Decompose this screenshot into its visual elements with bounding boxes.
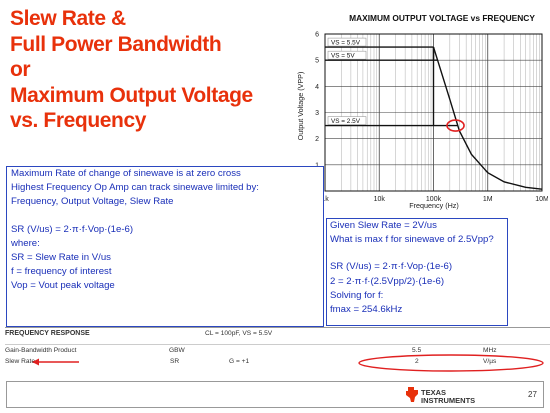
spec-conditions: CL = 100pF, VS = 5.5V — [205, 330, 273, 337]
chart-title: MAXIMUM OUTPUT VOLTAGE vs FREQUENCY — [349, 13, 535, 23]
spec-row-gbw: Gain-Bandwidth Product GBW 5.5 MHz — [5, 344, 550, 357]
box1-line: Highest Frequency Op Amp can track sinew… — [11, 182, 259, 194]
x-tick-label: 10M — [535, 196, 548, 203]
spec-symbol: SR — [170, 358, 180, 365]
title-line-4: Maximum Output Voltage — [10, 83, 253, 107]
ti-logo-icon — [406, 387, 418, 402]
chart-series — [325, 46, 543, 190]
y-tick-label: 5 — [315, 58, 319, 65]
spec-param: Slew Rate — [5, 358, 36, 365]
box2-line: What is max f for sinewave of 2.5Vpp? — [330, 234, 494, 246]
box1-line: SR = Slew Rate in V/us — [11, 252, 111, 264]
y-axis-label: Output Voltage (VPP) — [296, 72, 305, 141]
box1-line: Vop = Vout peak voltage — [11, 280, 115, 292]
title-line-5: vs. Frequency — [10, 109, 147, 132]
title-line-1: Slew Rate & — [10, 7, 126, 30]
slide-title: Slew Rate & Full Power Bandwidth or Maxi… — [10, 6, 295, 134]
brand-line-2: INSTRUMENTS — [421, 395, 476, 405]
fmax-example-box: Given Slew Rate = 2V/us What is max f fo… — [326, 218, 508, 326]
spec-symbol: GBW — [169, 347, 185, 354]
y-tick-label: 6 — [315, 32, 319, 39]
chart-legend: VS = 5.5V VS = 5V VS = 2.5V — [327, 37, 367, 125]
fmax-highlight-ellipse — [446, 119, 465, 132]
box2-line: Given Slew Rate = 2V/us — [330, 220, 437, 231]
box2-line: Solving for f: — [330, 289, 384, 301]
y-tick-label: 2 — [315, 136, 319, 143]
box1-spacer — [11, 210, 323, 223]
spec-highlight-overlay — [32, 354, 544, 372]
spec-typ: 5.5 — [412, 347, 422, 354]
brand-line-1: TEXAS — [421, 388, 447, 397]
spec-unit: MHz — [483, 347, 497, 354]
plot-frame — [324, 33, 543, 192]
series-label-box — [327, 37, 367, 47]
rolloff-curve — [432, 46, 543, 190]
slide-footer: TEXAS INSTRUMENTS 27 — [6, 381, 544, 408]
spec-row-slew-rate: Slew Rate SR G = +1 2 V/µs — [5, 357, 550, 369]
spec-typ: 2 — [415, 358, 419, 365]
box2-line: 2 = 2·π·f·(2.5Vpp/2)·(1e-6) — [330, 275, 445, 287]
ti-brand-text: TEXAS INSTRUMENTS — [421, 389, 475, 404]
spec-section-title: FREQUENCY RESPONSE — [5, 330, 90, 337]
spec-param: Gain-Bandwidth Product — [5, 347, 77, 354]
x-tick-labels: 1k 10k 100k 1M 10M — [321, 196, 548, 203]
title-line-3: or — [10, 58, 31, 81]
box1-line: Frequency, Output Voltage, Slew Rate — [11, 196, 174, 208]
box2-spacer — [330, 247, 507, 260]
y-tick-label: 3 — [315, 110, 319, 117]
x-tick-label: 100k — [426, 196, 442, 203]
page-number: 27 — [528, 390, 537, 399]
y-tick-label: 1 — [315, 162, 319, 169]
box1-line: where: — [11, 237, 40, 249]
arrow-head-icon — [32, 358, 39, 366]
title-line-2: Full Power Bandwidth — [10, 32, 222, 56]
spec-header-row: FREQUENCY RESPONSE CL = 100pF, VS = 5.5V — [5, 330, 550, 342]
x-tick-label: 1M — [483, 196, 493, 203]
box2-line: fmax = 254.6kHz — [330, 304, 403, 316]
slew-rate-value-ellipse — [358, 354, 544, 372]
series-label: VS = 2.5V — [331, 118, 361, 125]
box1-line: Maximum Rate of change of sinewave is at… — [11, 168, 241, 179]
box2-line: SR (V/us) = 2·π·f·Vop·(1e-6) — [330, 261, 453, 273]
slew-rate-explanation-box: Maximum Rate of change of sinewave is at… — [6, 166, 324, 327]
series-label: VS = 5V — [331, 52, 355, 59]
series-label-box — [327, 116, 367, 125]
spec-condition: G = +1 — [229, 358, 250, 365]
output-voltage-chart: MAXIMUM OUTPUT VOLTAGE vs FREQUENCY Outp… — [296, 13, 548, 210]
x-axis-label: Frequency (Hz) — [409, 201, 459, 210]
series-label: VS = 5.5V — [331, 39, 361, 46]
box1-line: SR (V/us) = 2·π·f·Vop·(1e-6) — [11, 223, 134, 235]
series-label-box — [327, 50, 367, 60]
x-tick-label: 10k — [374, 196, 386, 203]
x-tick-label: 1k — [321, 196, 329, 203]
box1-line: f = frequency of interest — [11, 266, 112, 278]
spec-table: FREQUENCY RESPONSE CL = 100pF, VS = 5.5V… — [5, 327, 550, 374]
spec-unit: V/µs — [483, 358, 497, 365]
y-tick-label: 4 — [315, 84, 319, 91]
